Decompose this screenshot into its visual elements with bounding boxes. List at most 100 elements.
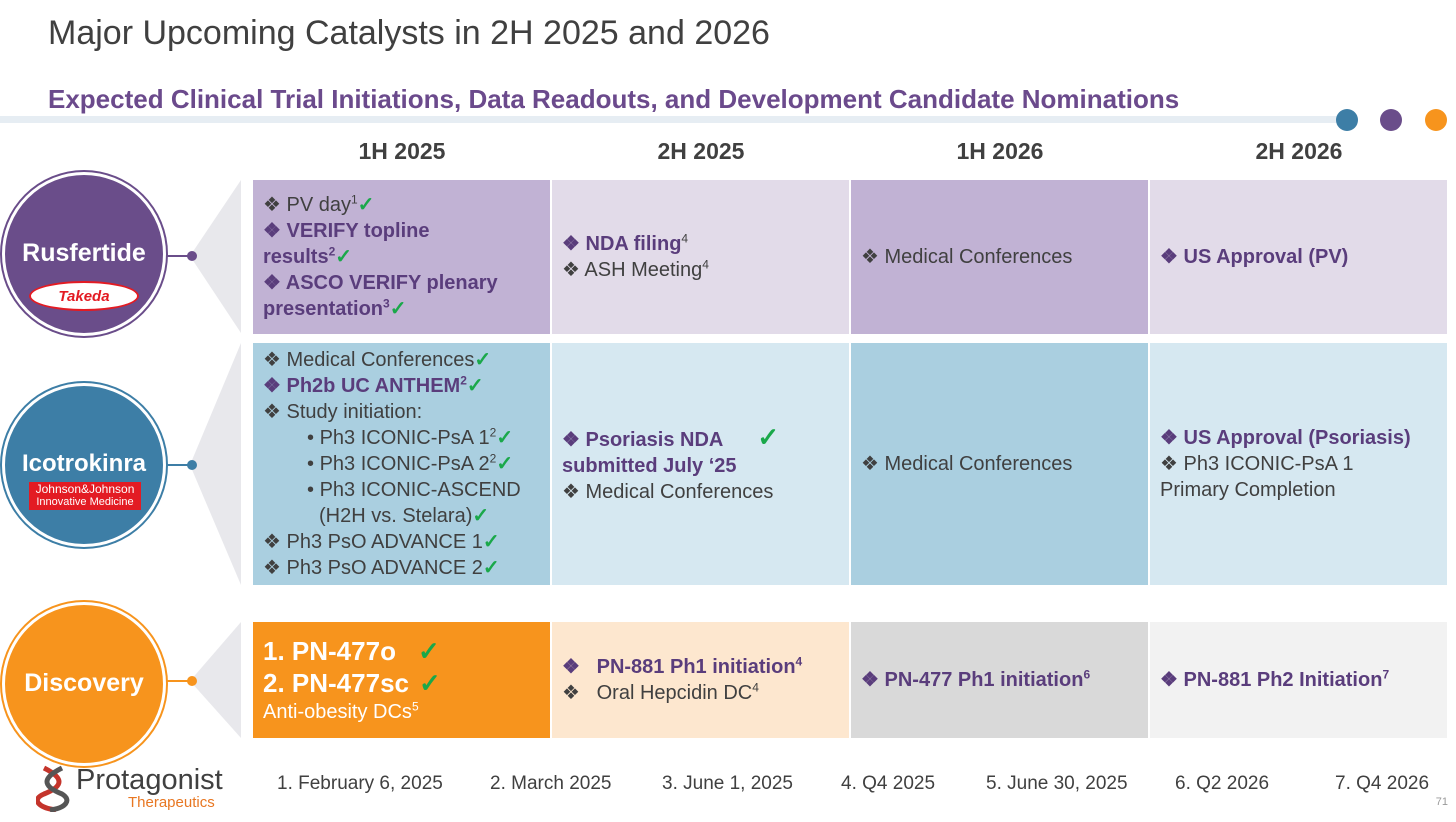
protagonist-logo: Protagonist Therapeutics [36, 764, 236, 814]
icotrokinra-circle: Icotrokinra Johnson&Johnson Innovative M… [2, 383, 166, 547]
column-header-2h-2026: 2H 2026 [1255, 138, 1343, 164]
check-icon: ✓ [496, 427, 514, 449]
icotrokinra-1h-2026-cell: ❖ Medical Conferences [851, 343, 1148, 585]
rusfertide-connector [166, 255, 192, 257]
logo-name: Protagonist [76, 764, 223, 796]
footnote-ref: 5 [411, 699, 419, 714]
jnj-logo-line1: Johnson&Johnson [35, 482, 135, 496]
column-header-2h-2025: 2H 2025 [657, 138, 745, 164]
icotrokinra-connector [166, 464, 192, 466]
check-icon: ✓ [335, 246, 353, 268]
medical-conferences-text: Medical Conferences [585, 480, 774, 503]
icotrokinra-2h-2026-cell: ❖ US Approval (Psoriasis) ❖ Ph3 ICONIC-P… [1150, 343, 1447, 585]
bullet-icon: ❖ [861, 453, 879, 475]
orange-dot-icon [1425, 109, 1447, 131]
footnote-2: 2. March 2025 [490, 773, 612, 794]
jnj-logo: Johnson&Johnson Innovative Medicine [29, 482, 141, 510]
logo-tag: Therapeutics [128, 794, 215, 811]
footnote-1: 1. February 6, 2025 [277, 773, 443, 794]
us-approval-pv-text: US Approval (PV) [1183, 246, 1349, 268]
asco-verify-text: ASCO VERIFY plenary [285, 272, 498, 294]
footnote-ref: 2 [489, 425, 497, 440]
bullet-icon: ❖ [263, 220, 281, 242]
rusfertide-1h-2025-cell: ❖ PV day1✓ ❖ VERIFY topline results2✓ ❖ … [253, 180, 550, 334]
check-icon: ✓ [757, 421, 780, 452]
footnote-4: 4. Q4 2025 [841, 773, 936, 794]
footnote-ref: 4 [795, 654, 803, 669]
check-icon: ✓ [482, 531, 500, 553]
discovery-connector-dot [187, 676, 197, 686]
rusfertide-connector-dot [187, 251, 197, 261]
rusfertide-2h-2026-cell: ❖ US Approval (PV) [1150, 180, 1447, 334]
check-icon: ✓ [357, 194, 375, 216]
check-icon: ✓ [496, 453, 514, 475]
bullet-icon: ❖ [562, 428, 580, 451]
footnote-ref: 6 [1083, 667, 1091, 682]
discovery-circle: Discovery [2, 602, 166, 766]
check-icon: ✓ [472, 505, 490, 527]
bullet-icon: ❖ [1160, 246, 1178, 268]
h2h-stelara-text: (H2H vs. Stelara) [319, 505, 473, 527]
bullet-icon: ❖ [562, 682, 580, 704]
column-header-1h-2026: 1H 2026 [956, 138, 1044, 164]
footnote-ref: 1 [350, 192, 358, 207]
bullet-icon: ❖ [263, 557, 281, 579]
medical-conferences-text: Medical Conferences [884, 246, 1073, 268]
rusfertide-label: Rusfertide [22, 239, 146, 267]
footnote-6: 6. Q2 2026 [1175, 773, 1270, 794]
discovery-connector [166, 680, 192, 682]
iconic-psa1-primary-text: Ph3 ICONIC-PsA 1 [1183, 453, 1354, 475]
advance1-text: Ph3 PsO ADVANCE 1 [286, 531, 483, 553]
icotrokinra-connector-dot [187, 460, 197, 470]
medical-conferences-text: Medical Conferences [286, 349, 475, 371]
submitted-july-text: submitted July ‘25 [562, 454, 737, 477]
bullet-icon: ❖ [263, 401, 281, 423]
dna-helix-icon [36, 765, 70, 812]
bullet-icon: ❖ [562, 480, 580, 503]
discovery-1h-2025-cell: 1. PN-477o ✓ 2. PN-477sc ✓ Anti-obesity DC… [253, 622, 550, 738]
rusfertide-1h-2026-cell: ❖ Medical Conferences [851, 180, 1148, 334]
pn477sc-text: 2. PN-477sc [263, 668, 409, 698]
discovery-2h-2025-cell: ❖ PN-881 Ph1 initiation4 ❖ Oral Hepcidin… [552, 622, 849, 738]
discovery-label: Discovery [24, 669, 144, 697]
jnj-logo-line2: Innovative Medicine [36, 496, 134, 508]
bullet-icon: ❖ [263, 531, 281, 553]
psoriasis-nda-text: Psoriasis NDA [585, 428, 724, 451]
check-icon: ✓ [418, 668, 441, 698]
oral-hepcidin-text: Oral Hepcidin DC [596, 682, 753, 704]
footnote-ref: 7 [1382, 667, 1390, 682]
discovery-1h-2026-cell: ❖ PN-477 Ph1 initiation6 [851, 622, 1148, 738]
bullet-icon: ❖ [263, 272, 281, 294]
footnote-7: 7. Q4 2026 [1335, 773, 1430, 794]
bullet-icon: ❖ [1160, 453, 1178, 475]
footnote-ref: 4 [681, 231, 689, 246]
ph2b-anthem-text: Ph2b UC ANTHEM [286, 375, 461, 397]
footnote-ref: 2 [460, 373, 467, 388]
footnote-ref: 4 [752, 680, 759, 695]
pn881-ph1-text: PN-881 Ph1 initiation [596, 656, 796, 678]
icotrokinra-1h-2025-cell: ❖ Medical Conferences✓ ❖ Ph2b UC ANTHEM2… [253, 343, 550, 585]
pn477o-text: 1. PN-477o [263, 636, 396, 666]
medical-conferences-text: Medical Conferences [884, 453, 1073, 475]
verify-topline-text: VERIFY topline [286, 220, 430, 242]
check-icon: ✓ [389, 298, 407, 320]
bullet-icon: ❖ [263, 375, 281, 397]
page-subtitle: Expected Clinical Trial Initiations, Dat… [48, 84, 1180, 114]
study-initiation-text: Study initiation: [286, 401, 423, 423]
takeda-logo-text: Takeda [58, 287, 110, 305]
iconic-ascend-text: Ph3 ICONIC-ASCEND [319, 479, 521, 501]
advance2-text: Ph3 PsO ADVANCE 2 [286, 557, 483, 579]
iconic-psa2-text: Ph3 ICONIC-PsA 2 [319, 453, 490, 475]
footnote-ref: 2 [489, 451, 497, 466]
column-header-1h-2025: 1H 2025 [358, 138, 446, 164]
check-icon: ✓ [482, 557, 500, 579]
ash-meeting-text: ASH Meeting [584, 259, 703, 281]
header-divider [0, 116, 1340, 123]
us-approval-psoriasis-text: US Approval (Psoriasis) [1183, 427, 1411, 449]
bullet-icon: ❖ [562, 259, 580, 281]
discovery-2h-2026-cell: ❖ PN-881 Ph2 Initiation7 [1150, 622, 1447, 738]
footnote-ref: 3 [383, 296, 390, 311]
icotrokinra-2h-2025-cell: ❖ Psoriasis NDA ✓ submitted July ‘25 ❖ Me… [552, 343, 849, 585]
bullet-icon: ❖ [1160, 427, 1178, 449]
iconic-psa1-text: Ph3 ICONIC-PsA 1 [319, 427, 490, 449]
